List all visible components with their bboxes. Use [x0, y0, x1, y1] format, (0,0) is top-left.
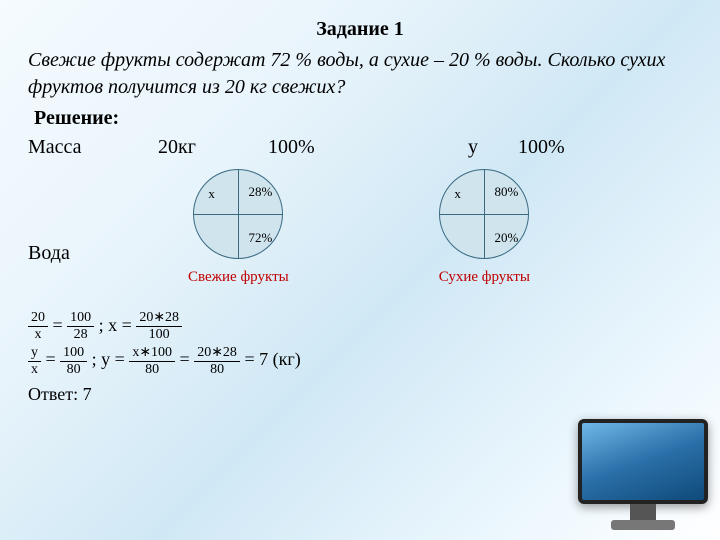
problem-statement: Свежие фрукты содержат 72 % воды, а сухи…	[28, 47, 692, 101]
water-label: Вода	[28, 242, 70, 265]
dry-tl: х	[454, 186, 461, 202]
eq1-mid: ; x =	[99, 315, 137, 335]
fresh-circle: х 28% 72%	[193, 169, 283, 259]
mass-label: Масса	[28, 136, 158, 159]
dry-br: 20%	[495, 230, 519, 246]
dry-tr: 80%	[495, 184, 519, 200]
eq2-num4: 20∗28	[194, 346, 240, 362]
mass-percent-fresh: 100%	[268, 136, 468, 159]
fresh-tr: 28%	[249, 184, 273, 200]
mass-y: у	[468, 136, 518, 159]
equation-2: ух = 10080 ; y = х∗10080 = 20∗2880 = 7 (…	[28, 342, 692, 376]
task-title: Задание 1	[28, 18, 692, 41]
answer: Ответ: 7	[28, 377, 692, 411]
eq1-den2: 28	[67, 327, 94, 342]
equations: 20х = 10028 ; x = 20∗28100 ух = 10080 ; …	[28, 308, 692, 411]
dry-circle: х 80% 20%	[439, 169, 529, 259]
mass-percent-dry: 100%	[518, 136, 565, 159]
eq2-tail: = 7 (кг)	[244, 349, 300, 369]
eq2-eq: =	[180, 349, 195, 369]
mass-row: Масса 20кг 100% у 100%	[28, 136, 692, 159]
dry-diagram: х 80% 20% Сухие фрукты	[439, 169, 530, 286]
eq2-den1: х	[28, 362, 41, 377]
fresh-diagram: х 28% 72% Свежие фрукты	[188, 169, 289, 286]
monitor-stand	[630, 504, 656, 520]
eq2-den4: 80	[194, 362, 240, 377]
monitor-base	[611, 520, 675, 530]
monitor-screen	[578, 419, 708, 504]
mass-value: 20кг	[158, 136, 268, 159]
eq1-den1: х	[28, 327, 48, 342]
solution-label: Решение:	[28, 107, 692, 130]
eq2-num2: 100	[60, 346, 87, 362]
eq1-num3: 20∗28	[136, 311, 182, 327]
fresh-tl: х	[208, 186, 215, 202]
dry-caption: Сухие фрукты	[439, 269, 530, 286]
eq1-num2: 100	[67, 311, 94, 327]
eq2-den3: 80	[129, 362, 175, 377]
eq2-num1: у	[28, 346, 41, 362]
eq1-num1: 20	[28, 311, 48, 327]
eq2-den2: 80	[60, 362, 87, 377]
equation-1: 20х = 10028 ; x = 20∗28100	[28, 308, 692, 342]
fresh-caption: Свежие фрукты	[188, 269, 289, 286]
monitor-decoration	[578, 419, 708, 530]
fresh-br: 72%	[249, 230, 273, 246]
eq2-num3: х∗100	[129, 346, 175, 362]
eq2-mid: ; y =	[92, 349, 130, 369]
eq1-den3: 100	[136, 327, 182, 342]
